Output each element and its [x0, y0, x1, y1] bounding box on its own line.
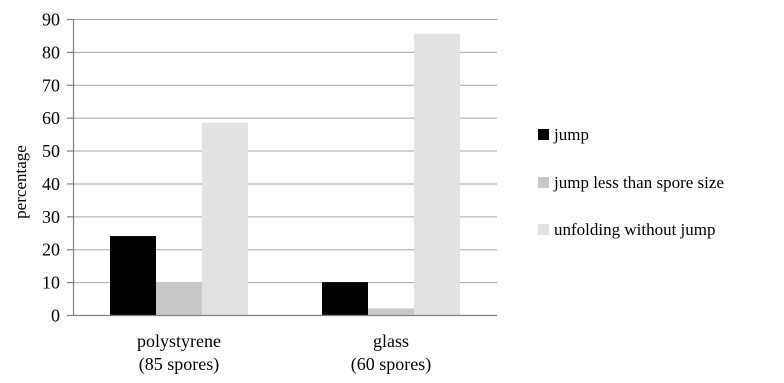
bar-jump-less-than-spore-size	[156, 282, 202, 315]
y-tick-label: 40	[42, 174, 60, 194]
y-tick-label: 70	[42, 75, 60, 95]
y-tick-label: 80	[42, 42, 60, 62]
y-axis-label: percentage	[11, 145, 30, 219]
category-labels: polystyrene (85 spores) glass (60 spores)	[137, 331, 431, 375]
y-tick-label: 50	[42, 141, 60, 161]
legend-swatch	[538, 224, 549, 235]
legend-swatch	[538, 129, 549, 140]
y-tick-label: 10	[42, 273, 60, 293]
category-label: (85 spores)	[139, 354, 219, 375]
category-label: polystyrene	[137, 331, 221, 351]
y-tick-label: 0	[51, 306, 60, 326]
legend-swatch	[538, 177, 549, 188]
y-tick-label: 60	[42, 108, 60, 128]
category-label: (60 spores)	[351, 354, 431, 375]
bars	[110, 33, 460, 316]
y-tick-labels: 0 10 20 30 40 50 60 70 80 90	[42, 10, 60, 326]
legend-label: unfolding without jump	[554, 220, 716, 239]
category-label: glass	[373, 331, 409, 351]
bar-jump-less-than-spore-size	[368, 308, 414, 315]
bar-jump	[322, 282, 368, 315]
y-tick-label: 20	[42, 240, 60, 260]
legend: jump jump less than spore size unfolding w…	[538, 125, 724, 239]
bar-unfolding-without-jump	[202, 122, 248, 315]
bar-jump	[110, 236, 156, 315]
axes	[67, 18, 497, 317]
legend-label: jump less than spore size	[553, 173, 724, 192]
y-tick-label: 90	[42, 10, 60, 30]
bar-unfolding-without-jump	[414, 33, 460, 316]
y-tick-label: 30	[42, 207, 60, 227]
legend-label: jump	[553, 125, 589, 144]
